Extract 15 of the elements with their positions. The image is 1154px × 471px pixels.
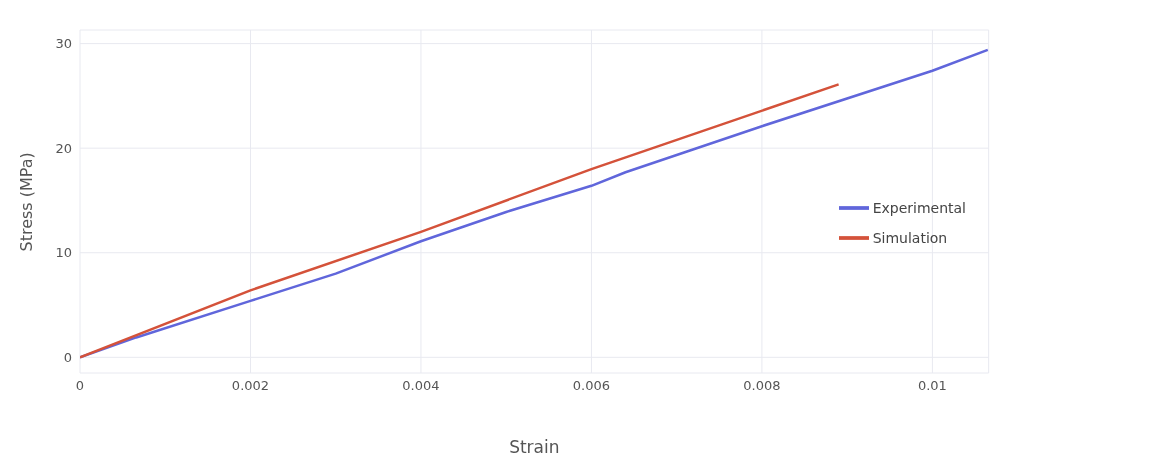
y-tick-label: 20 <box>55 140 72 156</box>
line-series <box>80 83 840 359</box>
y-axis-title: Stress (MPa) <box>16 152 36 252</box>
x-axis-title: Strain <box>509 437 560 457</box>
legend-label: Experimental <box>872 199 966 216</box>
x-tick-label: 0.008 <box>743 378 781 394</box>
y-tick-label: 10 <box>55 245 72 261</box>
y-tick-label: 30 <box>55 36 72 52</box>
x-tick-label: 0.006 <box>572 378 611 394</box>
legend-label: Simulation <box>872 229 948 246</box>
y-tick-label: 0 <box>63 349 72 365</box>
x-tick-label: 0.004 <box>402 378 440 394</box>
x-tick-label: 0.002 <box>231 378 270 394</box>
x-tick-label: 0 <box>75 378 85 394</box>
x-tick-label: 0.01 <box>917 378 947 394</box>
